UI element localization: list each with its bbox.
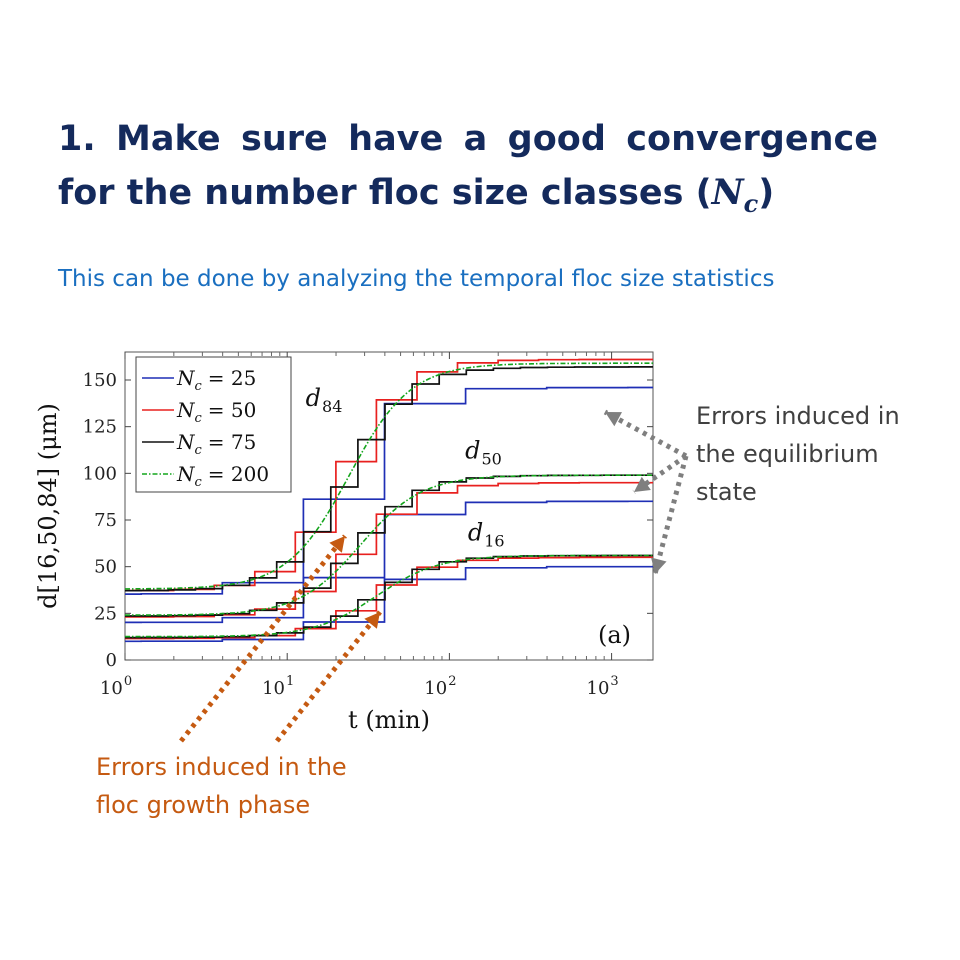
ytick-label-150: 150 bbox=[83, 370, 117, 391]
ytick-label-100: 100 bbox=[83, 463, 117, 484]
ytick-label-125: 125 bbox=[83, 417, 117, 438]
xtick-label-3: 103 bbox=[587, 674, 619, 699]
x-axis-label: t (min) bbox=[348, 706, 430, 734]
panel-label: (a) bbox=[598, 621, 631, 649]
legend-label-0: Nc = 25 bbox=[176, 366, 256, 394]
xtick-label-0: 100 bbox=[100, 674, 132, 699]
title-line-2-text: for the number floc size classes ( bbox=[58, 173, 712, 213]
ytick-label-75: 75 bbox=[94, 510, 117, 531]
title-math-sub: c bbox=[743, 189, 759, 218]
arrow-eq-d50 bbox=[632, 453, 688, 495]
ytick-label-0: 0 bbox=[106, 650, 117, 671]
title-line-1: 1. Make sure have a good convergence bbox=[58, 119, 878, 159]
equilibrium-note: Errors induced in the equilibrium state bbox=[696, 402, 900, 506]
arrow-growth-d16 bbox=[275, 610, 382, 743]
series-2-d84 bbox=[125, 366, 653, 592]
series-0-d84 bbox=[125, 386, 653, 595]
legend-label-3: Nc = 200 bbox=[176, 462, 269, 490]
arrow-eq-d16 bbox=[652, 455, 689, 575]
series-0-d16 bbox=[125, 565, 653, 643]
xtick-label-2: 102 bbox=[424, 674, 456, 699]
arrow-eq-d84-head bbox=[605, 412, 622, 427]
arrow-eq-d16-head bbox=[651, 557, 667, 574]
series-3-d84 bbox=[125, 362, 653, 590]
arrow-eq-d84 bbox=[603, 409, 688, 459]
growth-note: Errors induced in the floc growth phase bbox=[96, 753, 347, 819]
legend-label-2: Nc = 75 bbox=[176, 430, 256, 458]
series-2-d50 bbox=[125, 474, 653, 617]
arrow-growth-d16-head bbox=[364, 612, 380, 629]
arrow-growth-d84-head bbox=[329, 536, 345, 553]
slide-title: 1. Make sure have a good convergence for… bbox=[58, 112, 878, 231]
xtick-label-1: 101 bbox=[262, 674, 294, 699]
series-3-d50 bbox=[125, 474, 653, 616]
axis-ticks: 0 25 50 75 100 125 150 100 101 102 103 bbox=[83, 352, 653, 699]
series-0-d50 bbox=[125, 500, 653, 624]
arrow-eq-d50-head bbox=[634, 476, 651, 492]
arrow-growth-d84 bbox=[179, 534, 347, 743]
ytick-label-50: 50 bbox=[94, 557, 117, 578]
series-layer bbox=[125, 358, 653, 643]
title-line-2-close: ) bbox=[758, 173, 775, 213]
legend-label-1: Nc = 50 bbox=[176, 398, 256, 426]
annotation-arrows bbox=[179, 409, 689, 743]
y-axis-label: d[16,50,84] (μm) bbox=[34, 403, 62, 609]
legend: Nc = 25 Nc = 50 Nc = 75 Nc = 200 bbox=[135, 356, 292, 493]
title-line-2: for the number floc size classes (Nc) bbox=[58, 166, 878, 231]
legend-box bbox=[135, 356, 292, 493]
subtitle: This can be done by analyzing the tempor… bbox=[58, 266, 775, 292]
title-math-n: N bbox=[711, 172, 744, 213]
series-1-d50 bbox=[125, 481, 653, 618]
series-3-d16 bbox=[125, 554, 653, 638]
ytick-label-25: 25 bbox=[94, 603, 117, 624]
series-1-d16 bbox=[125, 556, 653, 640]
